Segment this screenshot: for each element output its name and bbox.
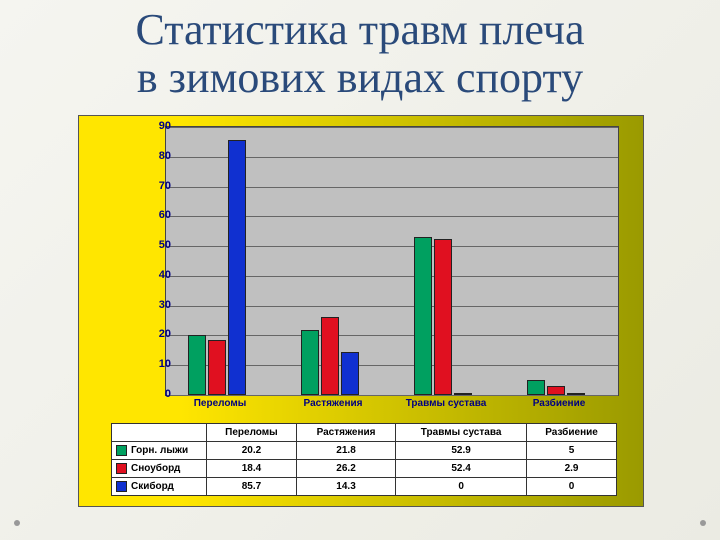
table-corner — [112, 423, 207, 441]
decor-dot — [14, 520, 20, 526]
bar — [567, 393, 585, 395]
row-label-text: Сноуборд — [131, 463, 180, 474]
cell: 85.7 — [207, 477, 297, 495]
slide-title: Статистика травм плеча в зимових видах с… — [0, 0, 720, 103]
title-line-1: Статистика травм плеча — [135, 5, 584, 54]
category-label: Разбиение — [512, 398, 606, 409]
row-label-text: Горн. лыжи — [131, 445, 188, 456]
category-label: Переломы — [173, 398, 267, 409]
slide: Статистика травм плеча в зимових видах с… — [0, 0, 720, 540]
col-header: Растяжения — [296, 423, 395, 441]
chart-panel: 0102030405060708090 ПереломыРастяженияТр… — [78, 115, 644, 507]
category-label: Травмы сустава — [399, 398, 493, 409]
col-header: Разбиение — [527, 423, 617, 441]
bar — [527, 380, 545, 395]
col-header: Травмы сустава — [396, 423, 527, 441]
category-label: Растяжения — [286, 398, 380, 409]
table-row: Сноуборд 18.4 26.2 52.4 2.9 — [112, 459, 617, 477]
cell: 0 — [396, 477, 527, 495]
bar — [341, 352, 359, 395]
table-row: Скиборд 85.7 14.3 0 0 — [112, 477, 617, 495]
cell: 26.2 — [296, 459, 395, 477]
cell: 21.8 — [296, 441, 395, 459]
cell: 14.3 — [296, 477, 395, 495]
swatch-blue — [116, 481, 127, 492]
row-label: Сноуборд — [112, 459, 207, 477]
cell: 18.4 — [207, 459, 297, 477]
bar — [208, 340, 226, 395]
cell: 2.9 — [527, 459, 617, 477]
bar — [301, 330, 319, 395]
decor-dot — [700, 520, 706, 526]
title-line-2: в зимових видах спорту — [137, 53, 583, 102]
table-header-row: Переломы Растяжения Травмы сустава Разби… — [112, 423, 617, 441]
bar — [434, 239, 452, 395]
bar — [188, 335, 206, 395]
bar — [321, 317, 339, 395]
swatch-green — [116, 445, 127, 456]
cell: 20.2 — [207, 441, 297, 459]
cell: 0 — [527, 477, 617, 495]
bar — [454, 393, 472, 395]
cell: 52.4 — [396, 459, 527, 477]
swatch-red — [116, 463, 127, 474]
data-table: Переломы Растяжения Травмы сустава Разби… — [111, 423, 617, 496]
plot-area — [165, 126, 619, 396]
table-row: Горн. лыжи 20.2 21.8 52.9 5 — [112, 441, 617, 459]
row-label: Скиборд — [112, 477, 207, 495]
bar — [547, 386, 565, 395]
cell: 52.9 — [396, 441, 527, 459]
cell: 5 — [527, 441, 617, 459]
col-header: Переломы — [207, 423, 297, 441]
bar — [414, 237, 432, 395]
row-label-text: Скиборд — [131, 481, 174, 492]
bar — [228, 140, 246, 395]
row-label: Горн. лыжи — [112, 441, 207, 459]
